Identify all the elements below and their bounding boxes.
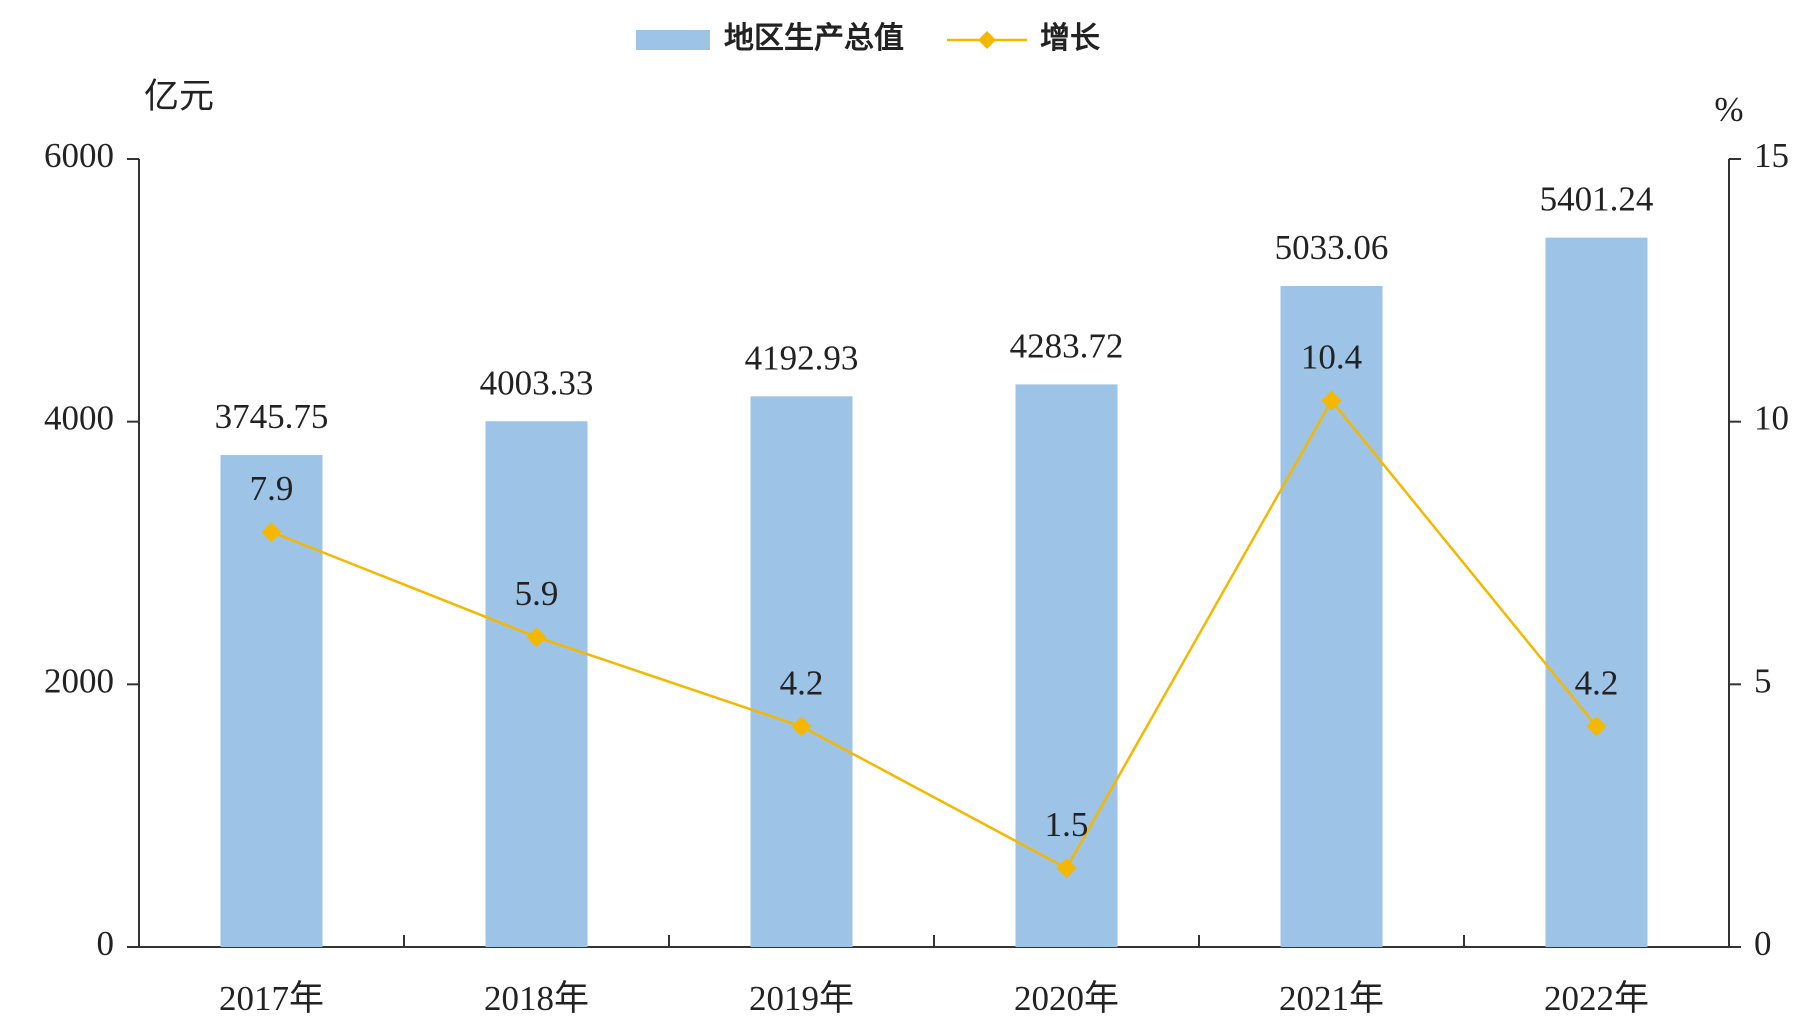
bar-value-label: 5033.06 — [1275, 228, 1389, 267]
line-value-label: 4.2 — [780, 663, 824, 702]
line-marker — [261, 521, 282, 542]
line-value-label: 5.9 — [515, 574, 559, 613]
line-marker — [791, 716, 812, 737]
y-axis-label: 亿元 — [144, 77, 214, 116]
bar — [485, 421, 588, 947]
legend-label: 增长 — [1040, 22, 1100, 55]
y-tick-label: 2000 — [44, 661, 114, 700]
y2-axis-label: % — [1714, 90, 1743, 129]
legend-swatch — [636, 30, 710, 50]
legend-marker — [978, 31, 996, 49]
bar — [1015, 384, 1118, 947]
line — [271, 398, 1598, 870]
x-tick-label: 2020年 — [1014, 979, 1119, 1018]
line-value-label: 4.2 — [1575, 663, 1619, 702]
y-tick-label: 4000 — [44, 399, 114, 438]
bar — [750, 396, 853, 948]
x-tick-label: 2022年 — [1544, 979, 1649, 1018]
x-tick-label: 2019年 — [749, 979, 854, 1018]
line-marker — [1056, 858, 1077, 879]
bar-value-label: 5401.24 — [1540, 180, 1654, 219]
line-value-label: 1.5 — [1045, 805, 1089, 844]
bar — [1280, 285, 1383, 947]
bar-value-label: 4283.72 — [1010, 326, 1124, 365]
y-tick-label: 6000 — [44, 136, 114, 175]
y2-tick-label: 15 — [1754, 136, 1789, 175]
y2-tick-label: 10 — [1754, 399, 1789, 438]
line-value-label: 10.4 — [1301, 338, 1362, 377]
bar-value-label: 4192.93 — [745, 338, 859, 377]
y-tick-label: 0 — [97, 924, 115, 963]
line-marker — [1321, 390, 1342, 411]
line-value-label: 7.9 — [250, 469, 294, 508]
x-tick-label: 2017年 — [219, 979, 324, 1018]
x-tick-label: 2021年 — [1279, 979, 1384, 1018]
bar-value-label: 4003.33 — [480, 363, 594, 402]
bar — [1545, 237, 1648, 947]
legend-label: 地区生产总值 — [724, 22, 904, 55]
line-marker — [1586, 716, 1607, 737]
x-tick-label: 2018年 — [484, 979, 589, 1018]
y2-tick-label: 5 — [1754, 661, 1772, 700]
bar-value-label: 3745.75 — [215, 397, 329, 436]
y2-tick-label: 0 — [1754, 924, 1772, 963]
line-marker — [526, 627, 547, 648]
